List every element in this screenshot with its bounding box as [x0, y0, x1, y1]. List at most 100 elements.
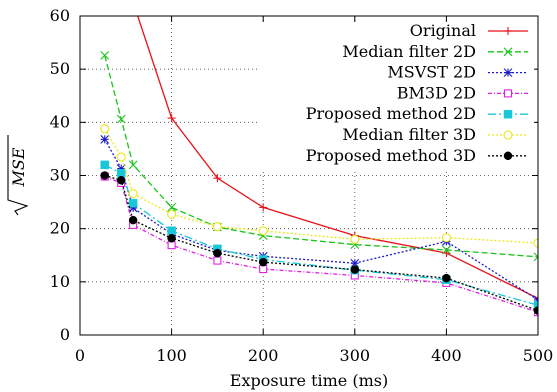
marker-circle-open [212, 221, 222, 232]
data-point [258, 226, 268, 236]
marker-circle-open [128, 189, 138, 199]
marker-circle-filled [350, 265, 360, 274]
data-point [128, 198, 138, 208]
x-tick-label: 200 [248, 346, 279, 365]
marker-circle-open [116, 152, 126, 162]
legend-entry: Proposed method 2D [306, 104, 528, 123]
marker-star-a [533, 295, 538, 301]
legend-entry: Original [410, 21, 528, 40]
y-axis-title-text: MSE [9, 147, 28, 187]
data-point [128, 160, 138, 170]
data-point [259, 265, 268, 274]
marker-circle-filled [442, 273, 451, 283]
marker-cross-b [167, 203, 176, 212]
marker-square-open [259, 265, 268, 274]
data-point [442, 273, 451, 283]
data-point [350, 265, 360, 274]
marker-square-filled [100, 160, 109, 170]
x-axis-title: Exposure time (ms) [230, 371, 388, 390]
marker-circle-filled [258, 257, 268, 267]
marker-cross-b [533, 256, 538, 262]
legend-label: Median filter 3D [342, 125, 476, 144]
y-tick-label: 40 [50, 112, 70, 131]
marker-square-open [503, 89, 513, 98]
x-tick-label: 300 [340, 346, 371, 365]
legend-label: Median filter 2D [342, 42, 476, 61]
marker-circle-open [350, 234, 360, 244]
marker-circle-open [167, 209, 177, 219]
y-tick-label: 50 [50, 59, 70, 78]
legend-entry: BM3D 2D [397, 83, 528, 102]
legend-entry: MSVST 2D [387, 63, 528, 82]
data-point [503, 68, 513, 77]
y-tick-label: 0 [60, 325, 70, 344]
marker-circle-open [503, 130, 513, 140]
legend-label: MSVST 2D [387, 63, 476, 82]
data-point [533, 300, 538, 310]
data-point [100, 124, 110, 134]
data-point [100, 134, 110, 144]
data-point [167, 209, 177, 219]
data-point [442, 245, 451, 255]
marker-circle-open [441, 233, 451, 243]
data-point [116, 152, 126, 162]
marker-square-filled [167, 226, 176, 236]
marker-square-open [213, 256, 222, 265]
x-tick-label: 0 [75, 346, 85, 365]
y-tick-label: 30 [50, 166, 70, 185]
axis-ticks: 0 100 200 300 400 500 0 10 20 30 40 50 60 [50, 6, 554, 365]
data-point [212, 221, 222, 232]
data-point [116, 114, 126, 124]
data-point [128, 189, 138, 199]
data-point [503, 151, 513, 161]
y-tick-label: 20 [50, 219, 70, 238]
data-point [503, 47, 513, 57]
legend-label: Proposed method 2D [306, 104, 476, 123]
data-point [350, 234, 360, 244]
series-lines [100, 16, 538, 317]
legend-label: BM3D 2D [397, 83, 476, 102]
data-point [100, 171, 109, 180]
data-point [100, 160, 109, 170]
marker-square-filled [128, 198, 138, 208]
y-tick-label: 60 [50, 6, 70, 25]
series-5 [100, 160, 538, 310]
data-point [167, 114, 176, 123]
series-line [104, 128, 538, 244]
marker-cross-b [100, 50, 110, 60]
marker-circle-filled [128, 215, 138, 225]
data-point [503, 89, 513, 98]
legend-label: Proposed method 3D [306, 146, 476, 165]
x-tick-label: 100 [156, 346, 187, 365]
data-point [167, 241, 176, 250]
x-tick-label: 400 [431, 346, 462, 365]
marker-circle-open [100, 124, 110, 134]
marker-cross-b [128, 160, 138, 170]
marker-cross-a [533, 252, 538, 258]
data-point [213, 174, 222, 183]
marker-square-filled [503, 109, 513, 119]
data-point [258, 257, 268, 267]
data-point [533, 252, 538, 262]
marker-circle-open [533, 238, 538, 248]
marker-cross-b [503, 47, 513, 57]
data-point [441, 233, 451, 243]
legend-label: Original [410, 21, 476, 40]
data-point [534, 294, 538, 303]
data-point [167, 226, 176, 236]
data-point [100, 50, 110, 60]
legend-background [258, 22, 534, 172]
data-point [167, 233, 176, 243]
marker-star-b [503, 68, 513, 77]
y-tick-label: 10 [50, 272, 70, 291]
data-point [503, 130, 513, 140]
marker-circle-filled [533, 306, 538, 315]
marker-circle-open [258, 226, 268, 236]
y-axis-title: MSE [7, 135, 29, 216]
data-point [533, 238, 538, 248]
marker-circle-filled [100, 171, 109, 180]
legend-entry: Proposed method 3D [306, 146, 528, 165]
radical-sign [7, 135, 29, 216]
x-tick-label: 500 [523, 346, 554, 365]
